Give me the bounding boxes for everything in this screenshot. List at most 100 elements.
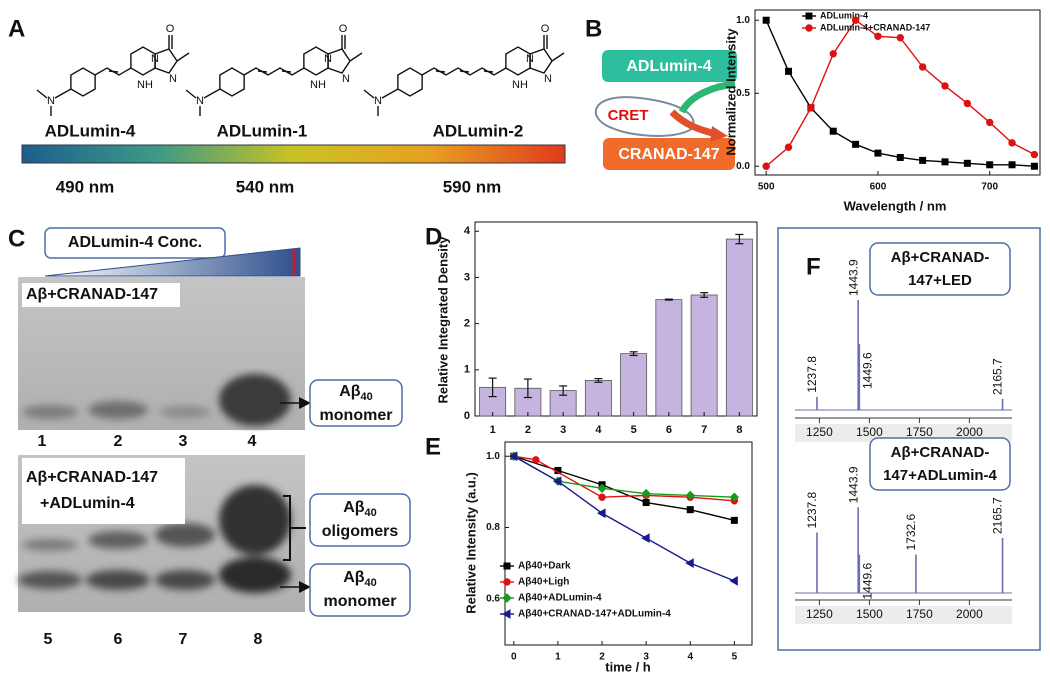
atom-label: N [374, 95, 382, 107]
marker [1030, 162, 1038, 170]
atom-label: N [47, 95, 55, 107]
plot-frame [754, 9, 1041, 176]
marker [963, 99, 972, 108]
spectrum-title: 147+ADLumin-4 [883, 467, 997, 484]
series-line [765, 19, 1035, 167]
subscript: 40 [361, 391, 373, 403]
imidazolone [154, 48, 178, 74]
marker [641, 533, 650, 544]
marker [852, 140, 860, 148]
panel-f-frame [777, 227, 1041, 651]
band-state: oligomers [322, 523, 399, 540]
marker [685, 558, 694, 568]
y-tick-label: 2 [464, 318, 470, 330]
marker [784, 143, 793, 151]
molecule [36, 35, 190, 116]
atom-label: NH [512, 79, 528, 91]
bond [54, 88, 72, 99]
x-tick-label: 6 [666, 424, 672, 436]
band-species: Aβ40 [343, 499, 377, 519]
marker [963, 159, 971, 167]
gel-label-bg [22, 283, 180, 307]
gel-top-bands [22, 374, 291, 426]
benzene [219, 67, 245, 97]
marker [1008, 161, 1016, 169]
double-bond [257, 70, 268, 73]
gel-label: Aβ+CRANAD-147 [26, 286, 158, 303]
title-box [869, 437, 1011, 491]
y-axis-label: Normalized Intensity [723, 28, 738, 156]
band-box [309, 379, 403, 427]
atom-label: NH [310, 79, 326, 91]
marker [874, 32, 882, 40]
marker [686, 506, 694, 514]
x-tick-label: 3 [560, 424, 566, 436]
x-tick-label: 2000 [956, 607, 983, 621]
peak-label: 1237.8 [805, 491, 819, 528]
marker [552, 476, 562, 487]
panel-label: A [8, 15, 25, 42]
x-axis-label: Wavelength / nm [844, 198, 947, 213]
y-tick-label: 4 [464, 225, 471, 237]
lane-number: 7 [179, 631, 188, 648]
emission-arrow [678, 80, 736, 114]
title-box [869, 242, 1011, 296]
peak-label: 1443.9 [846, 466, 860, 503]
x-tick-label: 1250 [806, 607, 833, 621]
subscript: 40 [365, 507, 377, 519]
atom-label: N [196, 95, 204, 107]
marker [502, 593, 512, 603]
marker [941, 158, 949, 166]
x-tick-label: 500 [758, 182, 775, 193]
marker [829, 127, 837, 135]
error-bar [735, 233, 744, 245]
marker [1008, 139, 1016, 147]
arrow-head [710, 126, 728, 142]
error-bar [664, 298, 673, 301]
lane-number: 8 [254, 631, 263, 648]
marker [685, 490, 695, 501]
imidazolone [327, 48, 351, 74]
x-tick-label: 3 [643, 652, 649, 663]
peak-label: 1237.8 [805, 356, 819, 393]
wavelength-bar [21, 144, 566, 164]
marker [503, 578, 511, 586]
acceptor-box [603, 138, 735, 170]
molecule [363, 35, 565, 116]
marker [941, 82, 949, 90]
double-bond [435, 70, 446, 73]
x-tick-label: 4 [687, 652, 693, 663]
x-tick-label: 1250 [806, 425, 833, 439]
bond [363, 89, 375, 99]
x-tick-label: 2 [525, 424, 531, 436]
panel-label: D [425, 223, 442, 250]
x-tick-label: 2000 [956, 425, 983, 439]
marker [597, 483, 607, 494]
marker [896, 153, 904, 161]
marker [597, 508, 606, 519]
double-bond [281, 70, 292, 73]
gel-label: +ADLumin-4 [40, 495, 135, 512]
species: Aβ [343, 499, 365, 516]
legend-label: Aβ40+Dark [518, 561, 571, 572]
acceptor-label: CRANAD-147 [618, 146, 719, 163]
marker [919, 156, 927, 164]
methyl [551, 52, 565, 62]
panel-label: E [425, 433, 441, 460]
marker [851, 16, 860, 24]
marker [641, 488, 651, 499]
marker [785, 67, 793, 75]
bond [381, 88, 399, 99]
y-tick-label: 0.5 [736, 88, 750, 99]
molecule-name: ADLumin-2 [433, 121, 524, 140]
atom-label: O [541, 23, 550, 35]
molecule-name: ADLumin-1 [217, 121, 308, 140]
gel-label: Aβ+CRANAD-147 [26, 469, 158, 486]
peak-label: 1443.9 [846, 259, 860, 296]
series-line [765, 19, 1035, 167]
band-species: Aβ40 [343, 569, 377, 589]
marker [829, 50, 837, 58]
atom-label: N [544, 73, 552, 85]
spectrum-title: 147+LED [908, 272, 972, 289]
double-bond [483, 70, 494, 73]
